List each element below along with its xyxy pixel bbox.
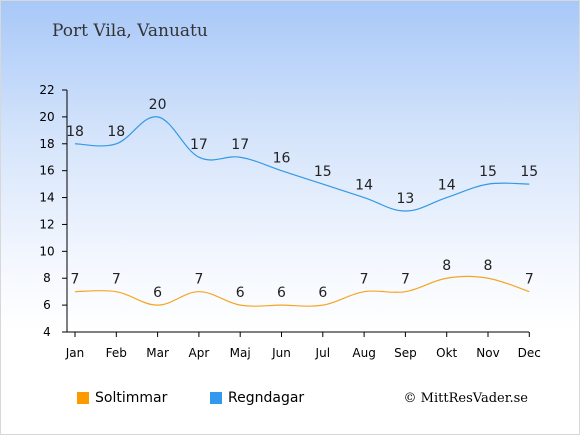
data-label-soltimmar: 8 [442, 258, 451, 274]
data-label-regndagar: 15 [520, 164, 538, 180]
data-label-regndagar: 15 [314, 164, 332, 180]
x-tick-label: Maj [230, 346, 251, 360]
x-tick-label: Okt [436, 346, 457, 360]
data-label-regndagar: 14 [438, 178, 456, 194]
x-tick-label: Mar [146, 346, 169, 360]
series-line-soltimmar [74, 275, 530, 307]
x-tick-label: Aug [352, 346, 375, 360]
y-tick-label: 6 [43, 298, 51, 312]
data-label-soltimmar: 6 [153, 285, 162, 301]
data-label-soltimmar: 7 [194, 272, 203, 288]
chart-title: Port Vila, Vanuatu [52, 21, 208, 41]
data-label-soltimmar: 8 [484, 258, 493, 274]
x-tick-label: Apr [189, 346, 210, 360]
y-tick-label: 20 [39, 110, 54, 124]
y-tick-label: 10 [39, 244, 54, 258]
data-label-soltimmar: 7 [401, 272, 410, 288]
data-label-regndagar: 20 [149, 97, 167, 113]
x-tick-label: Feb [106, 346, 127, 360]
x-tick-label: Dec [518, 346, 541, 360]
data-label-regndagar: 15 [479, 164, 497, 180]
data-label-regndagar: 17 [231, 137, 249, 153]
data-label-regndagar: 18 [107, 124, 125, 140]
data-label-regndagar: 17 [190, 137, 208, 153]
data-label-regndagar: 16 [273, 151, 291, 167]
y-tick-label: 4 [43, 325, 51, 339]
x-tick-label: Sep [394, 346, 417, 360]
data-label-regndagar: 13 [396, 191, 414, 207]
x-tick-label: Jul [315, 346, 330, 360]
legend-label-regndagar: Regndagar [228, 390, 305, 406]
data-label-soltimmar: 7 [525, 272, 534, 288]
data-label-soltimmar: 6 [236, 285, 245, 301]
y-tick-label: 14 [39, 191, 54, 205]
y-tick-label: 22 [39, 83, 54, 97]
data-label-soltimmar: 6 [318, 285, 327, 301]
x-tick-label: Nov [476, 346, 499, 360]
data-label-soltimmar: 7 [112, 272, 121, 288]
legend-label-soltimmar: Soltimmar [95, 390, 168, 406]
y-tick-label: 8 [43, 271, 51, 285]
x-tick-label: Jan [65, 346, 85, 360]
legend-swatch-soltimmar [77, 392, 89, 404]
data-label-soltimmar: 6 [277, 285, 286, 301]
site-credit[interactable]: © MittResVader.se [403, 391, 528, 406]
data-label-regndagar: 14 [355, 178, 373, 194]
legend-swatch-regndagar [210, 392, 222, 404]
y-tick-label: 18 [39, 137, 54, 151]
data-label-regndagar: 18 [66, 124, 84, 140]
legend-item-regndagar: Regndagar [210, 390, 304, 406]
x-tick-label: Jun [271, 346, 291, 360]
legend-item-soltimmar: Soltimmar [77, 390, 167, 406]
y-tick-label: 16 [39, 164, 54, 178]
data-label-soltimmar: 7 [71, 272, 80, 288]
y-tick-label: 12 [39, 217, 54, 231]
series-line-regndagar [74, 116, 530, 212]
data-label-soltimmar: 7 [360, 272, 369, 288]
